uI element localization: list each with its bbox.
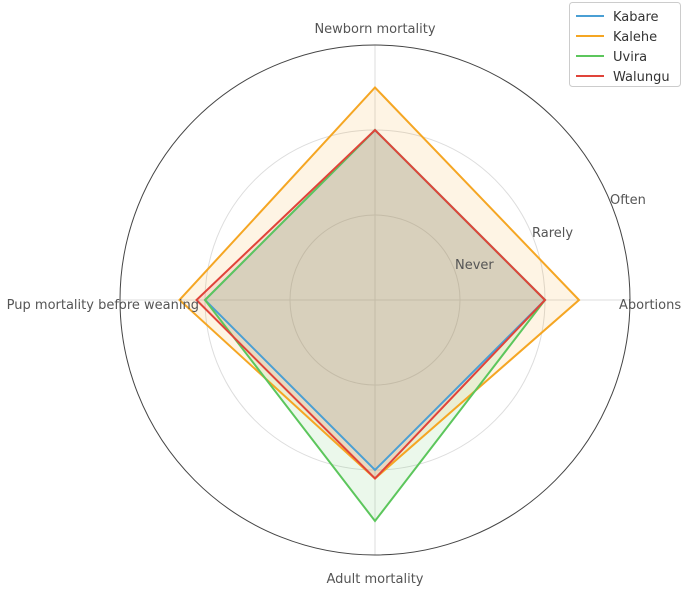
series-fill-walungu	[196, 130, 545, 479]
series-fill-kalehe	[179, 87, 579, 479]
series-layer	[178, 86, 581, 523]
series-line-kalehe	[178, 86, 581, 480]
legend-box	[569, 2, 681, 87]
axis-label-0: Abortions	[619, 298, 681, 313]
legend-label-walungu: Walungu	[613, 70, 670, 85]
legend-label-uvira: Uvira	[613, 50, 647, 65]
tick-label-never: Never	[455, 258, 494, 273]
legend-label-kalehe: Kalehe	[613, 30, 657, 45]
legend: Kabare Kalehe Uvira Walungu	[569, 2, 681, 87]
tick-label-rarely: Rarely	[532, 226, 573, 241]
axis-label-3: Adult mortality	[326, 572, 423, 587]
legend-label-kabare: Kabare	[613, 10, 659, 25]
outer-frame	[119, 44, 631, 556]
tick-labels: Never Rarely Often	[455, 193, 646, 273]
series-fill-uvira	[205, 130, 545, 521]
series-line-walungu	[195, 128, 547, 480]
axis-labels: Abortions Newborn mortality Pup mortality …	[7, 22, 682, 587]
axis-label-2: Pup mortality before weaning	[7, 298, 199, 313]
axis-label-1: Newborn mortality	[314, 22, 435, 37]
tick-label-often: Often	[610, 193, 646, 208]
